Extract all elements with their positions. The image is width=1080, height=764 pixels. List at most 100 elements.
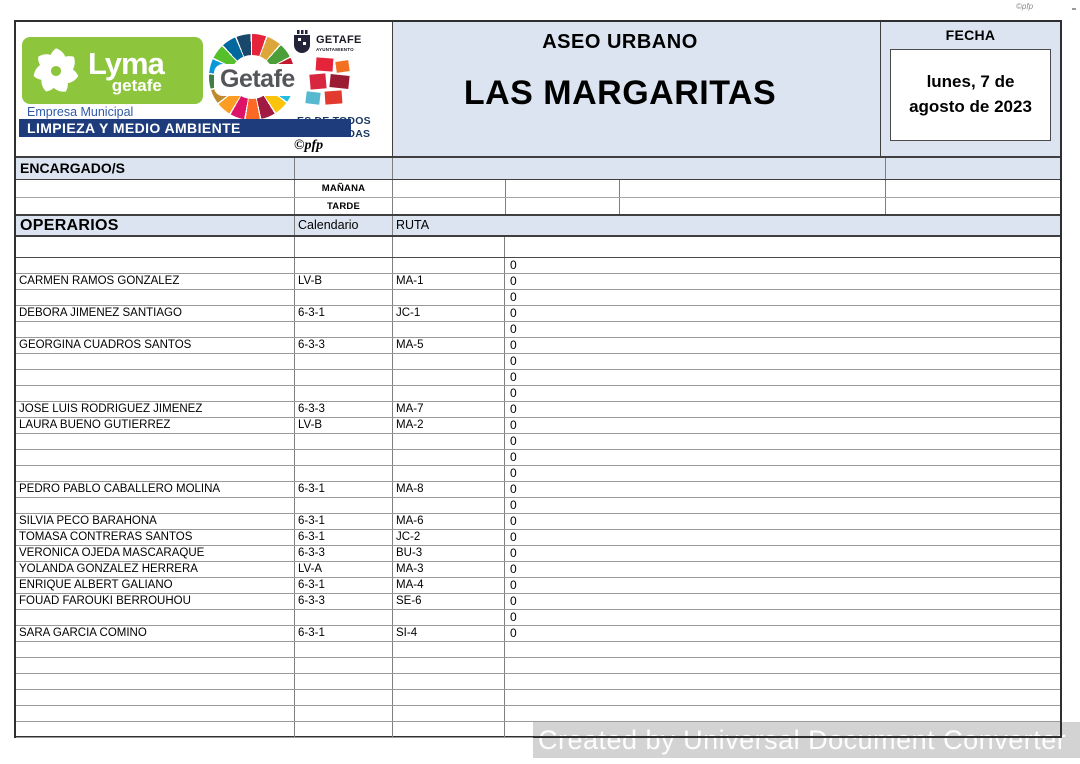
table-row bbox=[16, 658, 1060, 674]
encargados-cell bbox=[393, 158, 886, 179]
table-border-overlay bbox=[533, 736, 1062, 738]
ruta-cell bbox=[393, 434, 505, 449]
calendario-cell: 6-3-1 bbox=[295, 626, 393, 641]
shift-cell bbox=[393, 198, 506, 214]
value-cell: 0 bbox=[510, 258, 517, 272]
shift-cell bbox=[886, 198, 1060, 214]
calendario-cell bbox=[295, 466, 393, 481]
calendario-cell bbox=[295, 450, 393, 465]
page-copyright-mark: ©pfp bbox=[1016, 2, 1034, 11]
getafe-mosaic-icon bbox=[300, 57, 358, 114]
table-row: 0 bbox=[16, 322, 1060, 338]
value-cell bbox=[505, 642, 1060, 657]
value-cell: 0 bbox=[510, 290, 517, 304]
value-cell: 0 bbox=[510, 546, 517, 560]
ruta-cell: MA-3 bbox=[393, 562, 505, 577]
table-row: 0 bbox=[16, 258, 1060, 274]
table-row: ENRIQUE ALBERT GALIANO 6-3-1 MA-4 0 bbox=[16, 578, 1060, 594]
ruta-cell: SI-4 bbox=[393, 626, 505, 641]
value-cell: 0 bbox=[510, 418, 517, 432]
calendario-cell: LV-A bbox=[295, 562, 393, 577]
shift-cell bbox=[16, 180, 295, 197]
value-cell: 0 bbox=[510, 434, 517, 448]
lyma-swirl-icon bbox=[31, 47, 81, 96]
ayuntamiento-crest-icon bbox=[294, 30, 310, 53]
calendario-cell bbox=[295, 658, 393, 673]
operario-name-cell bbox=[16, 466, 295, 481]
tarde-label: TARDE bbox=[295, 198, 393, 214]
ruta-cell: MA-6 bbox=[393, 514, 505, 529]
value-cell: 0 bbox=[510, 514, 517, 528]
table-row: 0 bbox=[16, 610, 1060, 626]
table-row: DEBORA JIMENEZ SANTIAGO 6-3-1 JC-1 0 bbox=[16, 306, 1060, 322]
shift-cell bbox=[886, 180, 1060, 197]
table-row: 0 bbox=[16, 466, 1060, 482]
ruta-cell bbox=[393, 258, 505, 273]
calendario-cell: 6-3-1 bbox=[295, 306, 393, 321]
operario-name-cell bbox=[16, 498, 295, 513]
calendario-cell bbox=[295, 434, 393, 449]
manana-row: MAÑANA bbox=[16, 180, 1060, 198]
operario-name-cell bbox=[16, 706, 295, 721]
fecha-label: FECHA bbox=[945, 27, 996, 43]
shift-cell bbox=[393, 180, 506, 197]
ruta-cell: SE-6 bbox=[393, 594, 505, 609]
calendario-column-header: Calendario bbox=[295, 216, 393, 235]
ruta-cell bbox=[393, 386, 505, 401]
calendario-cell bbox=[295, 354, 393, 369]
encargados-header-row: ENCARGADO/S bbox=[16, 158, 1060, 180]
value-cell bbox=[505, 674, 1060, 689]
fecha-cell: FECHA lunes, 7 de agosto de 2023 bbox=[880, 22, 1060, 156]
ruta-cell bbox=[393, 658, 505, 673]
table-row: 0 bbox=[16, 290, 1060, 306]
operario-name-cell bbox=[16, 434, 295, 449]
table-border-overlay bbox=[1060, 710, 1062, 738]
calendario-cell: 6-3-1 bbox=[295, 514, 393, 529]
table-row: CARMEN RAMOS GONZALEZ LV-B MA-1 0 bbox=[16, 274, 1060, 290]
document-sheet: Lyma getafe Getafe GETAFE AYUNTAMIENTO bbox=[14, 20, 1062, 738]
ruta-cell: BU-3 bbox=[393, 546, 505, 561]
operario-name-cell bbox=[16, 370, 295, 385]
empresa-municipal-label: Empresa Municipal bbox=[27, 105, 134, 119]
table-row: JOSE LUIS RODRIGUEZ JIMENEZ 6-3-3 MA-7 0 bbox=[16, 402, 1060, 418]
pfp-signature: ©pfp bbox=[294, 138, 324, 153]
calendario-cell: 6-3-1 bbox=[295, 482, 393, 497]
operario-name-cell: FOUAD FAROUKI BERROUHOU bbox=[16, 594, 295, 609]
value-cell: 0 bbox=[510, 562, 517, 576]
value-cell: 0 bbox=[510, 306, 517, 320]
operarios-label: OPERARIOS bbox=[16, 216, 295, 235]
encargados-cell bbox=[295, 158, 393, 179]
calendario-cell: 6-3-1 bbox=[295, 578, 393, 593]
value-cell: 0 bbox=[510, 610, 517, 624]
operario-name-cell: GEORGINA CUADROS SANTOS bbox=[16, 338, 295, 353]
calendario-cell: 6-3-3 bbox=[295, 338, 393, 353]
encargados-cell bbox=[886, 158, 1060, 179]
shift-cell bbox=[620, 198, 886, 214]
value-cell bbox=[505, 690, 1060, 705]
value-cell bbox=[505, 237, 1060, 257]
lyma-logo: Lyma getafe bbox=[22, 37, 203, 104]
operario-name-cell: YOLANDA GONZALEZ HERRERA bbox=[16, 562, 295, 577]
ruta-cell: MA-1 bbox=[393, 274, 505, 289]
ruta-cell bbox=[393, 354, 505, 369]
operario-name-cell: SILVIA PECO BARAHONA bbox=[16, 514, 295, 529]
ruta-cell bbox=[393, 466, 505, 481]
operario-name-cell bbox=[16, 386, 295, 401]
limpieza-banner: LIMPIEZA Y MEDIO AMBIENTE bbox=[19, 119, 351, 137]
ruta-cell bbox=[393, 690, 505, 705]
ruta-cell bbox=[393, 642, 505, 657]
shift-cell bbox=[506, 198, 620, 214]
lyma-wordmark: Lyma bbox=[88, 45, 165, 81]
table-row: SILVIA PECO BARAHONA 6-3-1 MA-6 0 bbox=[16, 514, 1060, 530]
operario-name-cell: DEBORA JIMENEZ SANTIAGO bbox=[16, 306, 295, 321]
operario-name-cell bbox=[16, 690, 295, 705]
operario-name-cell bbox=[16, 354, 295, 369]
branding-cell: Lyma getafe Getafe GETAFE AYUNTAMIENTO bbox=[16, 22, 393, 156]
value-cell: 0 bbox=[510, 466, 517, 480]
ruta-cell: MA-7 bbox=[393, 402, 505, 417]
lyma-sub-wordmark: getafe bbox=[111, 75, 162, 95]
value-cell bbox=[505, 658, 1060, 673]
table-row bbox=[16, 237, 1060, 258]
value-cell: 0 bbox=[510, 354, 517, 368]
table-row: PEDRO PABLO CABALLERO MOLINA 6-3-1 MA-8 0 bbox=[16, 482, 1060, 498]
